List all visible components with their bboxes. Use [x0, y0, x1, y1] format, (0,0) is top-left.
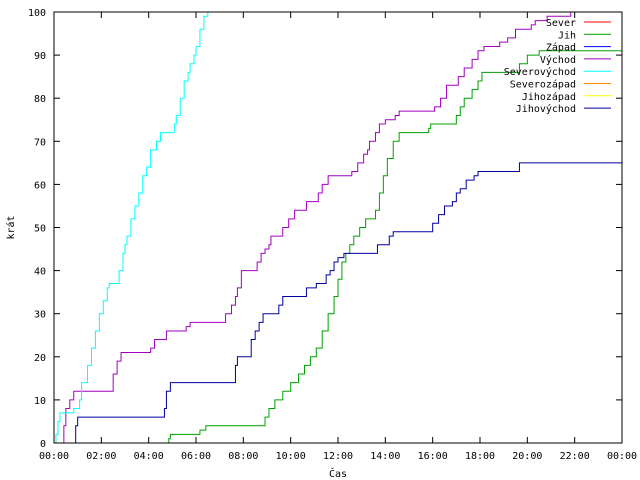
y-tick-label: 100 [28, 8, 46, 19]
series-line-7 [73, 162, 622, 443]
x-tick-label: 08:00 [228, 451, 258, 462]
legend-label: Sever [546, 18, 576, 29]
legend-label: Jihovýchod [516, 103, 576, 115]
y-tick-label: 70 [34, 137, 46, 148]
x-tick-label: 00:00 [607, 451, 637, 462]
legend-label: Jihozápad [522, 91, 576, 103]
x-tick-label: 20:00 [512, 451, 542, 462]
series-line-4 [54, 12, 209, 443]
x-tick-label: 06:00 [181, 451, 211, 462]
x-tick-label: 18:00 [465, 451, 495, 462]
series-line-3 [61, 12, 572, 443]
legend-label: Severovýchod [504, 66, 576, 78]
x-tick-label: 02:00 [86, 451, 116, 462]
axes [53, 11, 623, 444]
series-line-1 [167, 42, 622, 443]
y-tick-label: 0 [40, 439, 46, 450]
y-axis-label: krát [5, 215, 17, 239]
legend-label: Západ [546, 42, 576, 54]
x-tick-label: 16:00 [418, 451, 448, 462]
legend: SeverJihZápadVýchodSeverovýchodSeverozáp… [504, 18, 611, 115]
y-tick-label: 30 [34, 310, 46, 321]
tick-labels: 0 10 20 30 40 50 60 70 80 90 100 00:00 02:00 04:00 06:… [28, 8, 637, 462]
y-tick-label: 60 [34, 180, 46, 191]
y-tick-label: 90 [34, 51, 46, 62]
x-tick-label: 22:00 [560, 451, 590, 462]
x-tick-label: 14:00 [370, 451, 400, 462]
y-tick-label: 40 [34, 267, 46, 278]
plot-area [54, 12, 622, 443]
y-tick-label: 10 [34, 396, 46, 407]
x-tick-label: 00:00 [39, 451, 69, 462]
legend-label: Východ [540, 54, 576, 66]
y-tick-label: 80 [34, 94, 46, 105]
x-tick-label: 12:00 [323, 451, 353, 462]
legend-label: Severozápad [510, 79, 576, 91]
y-tick-label: 20 [34, 353, 46, 364]
legend-label: Jih [558, 30, 576, 41]
x-axis-label: Čas [329, 467, 347, 480]
y-tick-label: 50 [34, 224, 46, 235]
x-tick-label: 04:00 [134, 451, 164, 462]
x-tick-label: 10:00 [276, 451, 306, 462]
